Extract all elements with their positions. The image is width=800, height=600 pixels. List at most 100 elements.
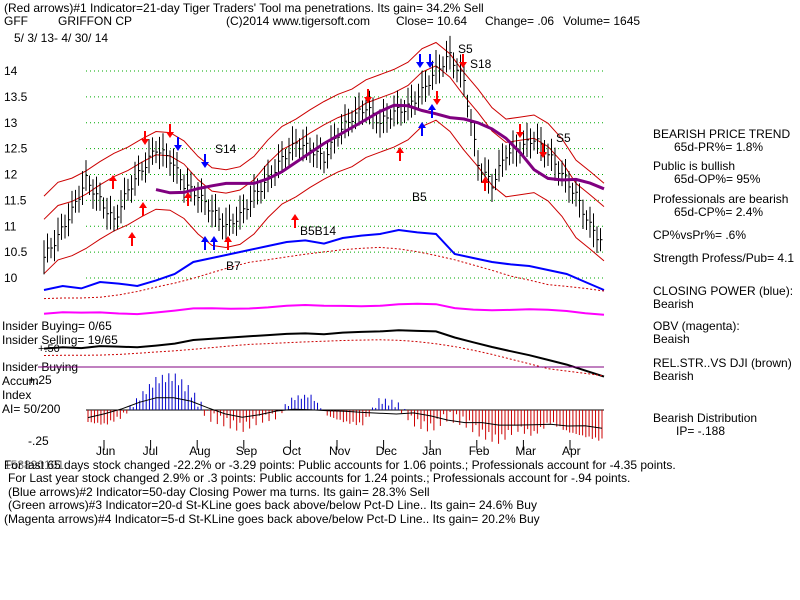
side-panel-line: 65d-OP%= 95% [674,172,761,186]
down-arrow-icon [539,144,547,158]
closing-power-line [43,228,605,291]
relative-strength-line [43,329,605,378]
y-tick-label: 12 [4,168,18,182]
obv-ma-line [43,246,605,300]
y-tick-label: 13 [4,116,18,130]
x-tick-label: Mar [515,444,536,458]
date-range: 5/ 3/ 13- 4/ 30/ 14 [14,31,108,45]
plus50-label: +.50 [38,343,60,355]
upper-band [43,41,605,197]
down-arrow-icon [364,89,372,103]
moving-average-line [155,103,605,195]
x-tick-label: Dec [376,444,397,458]
up-arrow-icon [418,122,426,136]
x-tick-label: Apr [562,444,581,458]
x-tick-label: Oct [282,444,301,458]
down-arrow-icon [433,91,441,105]
side-panel-line: Bearish Distribution [653,411,757,425]
rs-ma-line [43,339,605,377]
down-arrow-icon [459,54,467,68]
x-tick-label: Jul [143,444,158,458]
signal-arrows [109,54,547,250]
up-arrow-icon [291,214,299,228]
up-arrow-icon [396,147,404,161]
up-arrow-icon [201,236,209,250]
signal-label: B5 [412,190,427,204]
side-panel-line: Professionals are bearish [653,192,788,206]
down-arrow-icon [141,131,149,145]
x-tick-label: Nov [329,444,350,458]
signal-label: S5 [556,131,571,145]
x-tick-label: Feb [469,444,490,458]
up-arrow-icon [428,104,436,118]
footer-line-4: (Green arrows)#3 Indicator=20-d St-KLine… [8,498,537,512]
signal-label: S18 [470,57,492,71]
footer-overlap: 153890101 [4,458,64,472]
y-tick-label: 11.5 [4,193,27,207]
index-label: Index [2,388,31,402]
up-arrow-icon [184,192,192,206]
volume-value: Volume= 1645 [563,14,640,28]
y-tick-label: 11 [4,219,17,233]
minus25-label: -.25 [28,434,49,448]
up-arrow-icon [210,236,218,250]
side-panel-line: CP%vsPr%= .6% [653,228,746,242]
change-value: Change= .06 [485,14,554,28]
price-bars [43,35,603,275]
x-tick-label: Jan [422,444,441,458]
up-arrow-icon [109,175,117,189]
footer-line-5: (Magenta arrows)#4 Indicator=5-d St-KLin… [4,512,540,526]
footer-line-1: For last 65 days stock changed -22.2% or… [4,458,676,472]
footer-line-3: (Blue arrows)#2 Indicator=50-day Closing… [8,485,430,499]
price-grid [86,70,604,279]
obv-line [43,302,605,316]
side-panel-line: Bearish [653,369,694,383]
lower-band [43,119,605,275]
plus25-label: +.25 [28,373,52,387]
signal-label: S14 [215,142,237,156]
side-panel-line: CLOSING POWER (blue): [653,284,793,298]
side-panel-line: Strength Profess/Pub= 4.1 [653,251,794,265]
side-panel-line: IP= -.188 [676,424,725,438]
y-tick-label: 12.5 [4,142,28,156]
down-arrow-icon [166,124,174,138]
x-tick-label: Aug [189,444,210,458]
signal-label: S5 [458,42,473,56]
up-arrow-icon [224,236,232,250]
up-arrow-icon [139,202,147,216]
ticker-symbol: GFF [4,14,28,28]
down-arrow-icon [174,137,182,151]
side-panel-line: BEARISH PRICE TREND [653,127,790,141]
close-value: Close= 10.64 [396,14,467,28]
y-tick-label: 14 [4,64,18,78]
insider-buying-ratio: Insider Buying= 0/65 [2,319,112,333]
accumulation-histogram [87,373,603,444]
side-panel-line: Beaish [653,332,690,346]
y-tick-label: 10 [4,271,18,285]
signal-label: B5B14 [300,224,336,238]
side-panel-line: Public is bullish [653,159,735,173]
signal-label: B7 [226,259,241,273]
side-panel-line: 65d-CP%= 2.4% [674,205,763,219]
accum-ma-line [87,397,603,429]
down-arrow-icon [201,154,209,168]
company-name: GRIFFON CP [58,14,132,28]
x-tick-label: Sep [236,444,258,458]
insider-selling-ratio: Insider Selling= 19/65 [2,333,118,347]
side-panel-line: REL.STR..VS DJI (brown) [653,356,792,370]
accum-label: Accum [2,374,39,388]
side-panel-line: OBV (magenta): [653,319,740,333]
up-arrow-icon [481,177,489,191]
up-arrow-icon [128,232,136,246]
indicator-1-line: (Red arrows)#1 Indicator=21-day Tiger Tr… [4,1,484,15]
side-panel-line: Bearish [653,297,694,311]
y-tick-label: 10.5 [4,245,28,259]
ai-label: AI= 50/200 [2,402,61,416]
price-axis-ticks: 14 13.5 13 12.5 12 11.5 11 10.5 10 [4,64,28,285]
footer-line-2: For Last year stock changed 2.9% or .3 p… [8,471,630,485]
month-axis-ticks: Jun Jul Aug Sep Oct Nov Dec Jan Feb Mar Apr [96,440,581,458]
down-arrow-icon [426,54,434,68]
down-arrow-icon [416,54,424,68]
